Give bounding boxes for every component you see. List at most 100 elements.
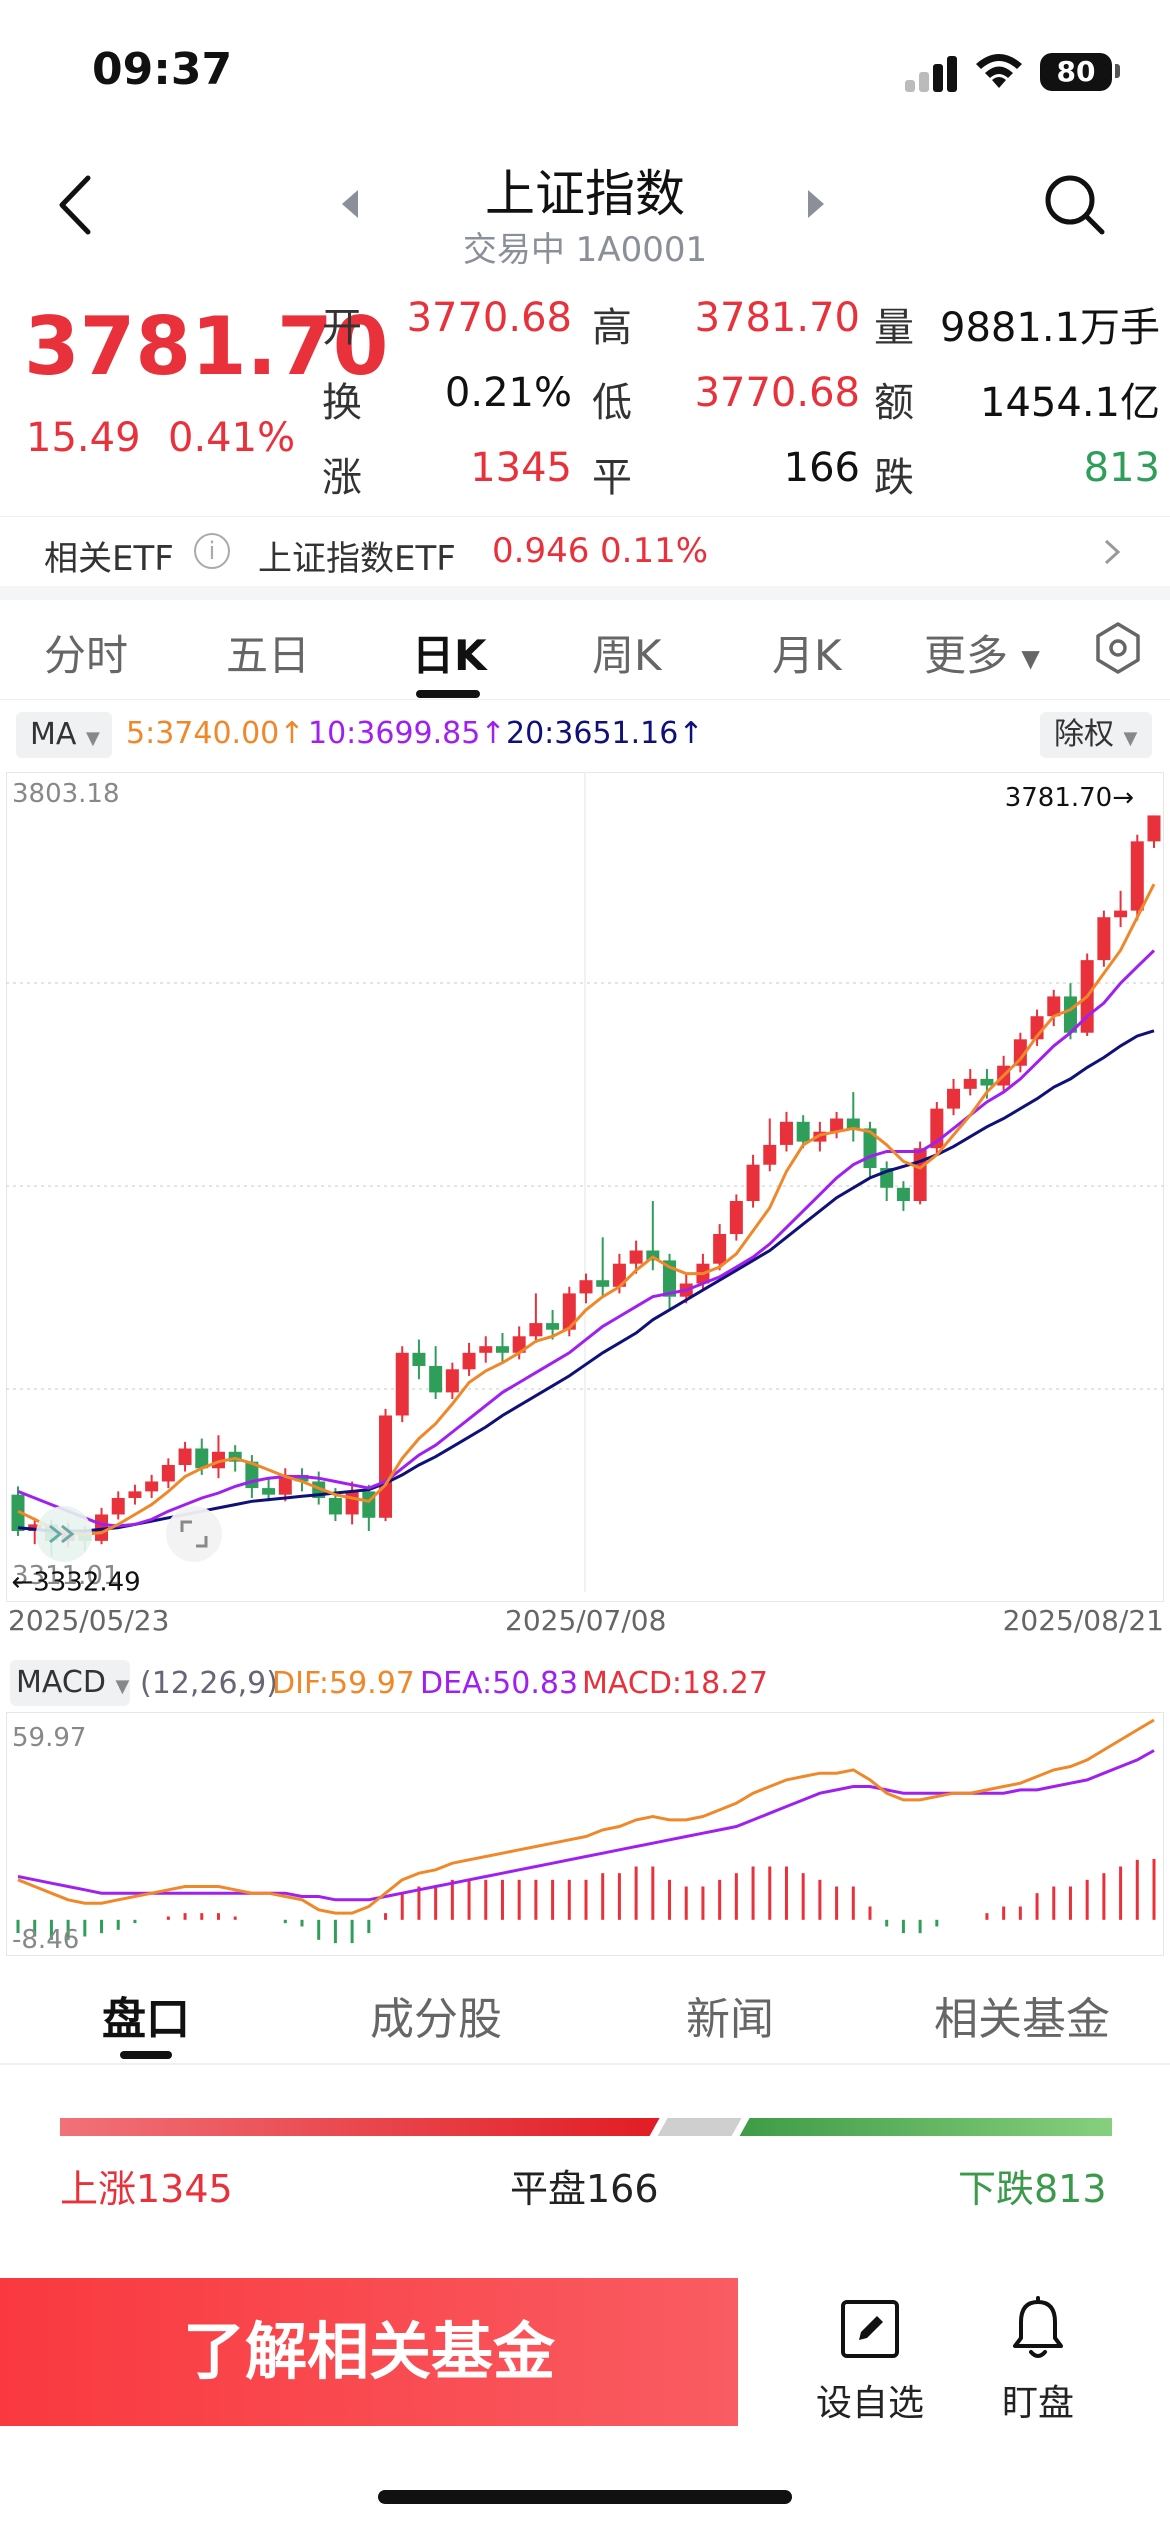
candle-body bbox=[1114, 910, 1128, 918]
status-bar: 09:37 80 bbox=[0, 0, 1170, 140]
candle-body bbox=[345, 1491, 359, 1515]
candle-body bbox=[980, 1078, 994, 1086]
macd-select[interactable]: MACD ▼ bbox=[10, 1660, 130, 1706]
candle-body bbox=[328, 1497, 342, 1515]
ma5-line bbox=[17, 883, 1156, 1536]
candle-body bbox=[145, 1481, 159, 1492]
learn-funds-button[interactable]: 了解相关基金 bbox=[0, 2278, 738, 2426]
section-divider bbox=[0, 586, 1170, 600]
price-change-pct: 0.41% bbox=[168, 415, 296, 461]
tab-five-day[interactable]: 五日 bbox=[226, 631, 311, 680]
candle-body bbox=[947, 1088, 961, 1109]
tab-related-funds[interactable]: 相关基金 bbox=[934, 1994, 1110, 2045]
quote-value: 3781.70 bbox=[694, 295, 860, 341]
candle-body bbox=[562, 1293, 576, 1330]
ma5-label: 5:3740.00 bbox=[126, 716, 280, 751]
y-max-label: 3803.18 bbox=[12, 779, 120, 809]
ma20-value: 20:3651.16↑ bbox=[506, 716, 703, 751]
quote-value: 3770.68 bbox=[406, 295, 572, 341]
candle-body bbox=[596, 1280, 610, 1287]
tab-daily-k[interactable]: 日K bbox=[412, 631, 487, 680]
candle-body bbox=[963, 1078, 977, 1089]
watch-button[interactable]: 盯盘 bbox=[968, 2296, 1108, 2424]
dea-value: DEA:50.83 bbox=[420, 1666, 579, 1701]
tab-market-depth[interactable]: 盘口 bbox=[102, 1994, 190, 2045]
collapse-icon bbox=[36, 1506, 92, 1562]
next-index-icon[interactable] bbox=[800, 184, 832, 224]
quote-label: 换 bbox=[322, 380, 362, 426]
ma10-value: 10:3699.85↑ bbox=[308, 716, 505, 751]
ma10-label: 10:3699.85 bbox=[308, 716, 481, 751]
settings-icon[interactable] bbox=[1092, 620, 1144, 676]
tab-news[interactable]: 新闻 bbox=[686, 1994, 774, 2045]
etf-pct: 0.11% bbox=[600, 531, 709, 571]
candle-body bbox=[729, 1201, 743, 1235]
caret-down-icon: ▼ bbox=[1123, 728, 1138, 749]
chevron-right-icon bbox=[1104, 539, 1121, 565]
quote-value: 813 bbox=[1083, 445, 1160, 491]
quote-value: 0.21% bbox=[444, 370, 572, 416]
etf-name: 上证指数ETF bbox=[258, 539, 456, 579]
quote-value: 9881.1万手 bbox=[940, 305, 1160, 351]
edit-icon bbox=[841, 2300, 899, 2358]
candle-body bbox=[429, 1365, 443, 1393]
candle-body bbox=[779, 1121, 793, 1145]
current-price: 3781.70 bbox=[24, 300, 389, 393]
advance-count: 上涨1345 bbox=[60, 2167, 233, 2211]
quote-label: 高 bbox=[592, 305, 632, 351]
quote-label: 量 bbox=[874, 305, 914, 351]
macd-indicator-row: MACD ▼ (12,26,9) DIF:59.97 DEA:50.83 MAC… bbox=[0, 1658, 1170, 1710]
watch-label: 盯盘 bbox=[1001, 2383, 1074, 2424]
candle-body bbox=[713, 1234, 727, 1264]
tab-weekly-k[interactable]: 周K bbox=[592, 631, 662, 680]
tab-more[interactable]: 更多 ▼ bbox=[924, 622, 1040, 683]
macd-chart[interactable]: 59.97 -8.46 bbox=[6, 1712, 1164, 1956]
info-icon[interactable]: i bbox=[194, 533, 230, 569]
candle-body bbox=[1097, 917, 1111, 961]
search-icon[interactable] bbox=[1040, 170, 1110, 240]
prev-index-icon[interactable] bbox=[334, 184, 366, 224]
y-min-label: 3311.01 bbox=[12, 1561, 120, 1591]
candle-body bbox=[28, 1524, 42, 1531]
candle-body bbox=[1013, 1039, 1027, 1066]
adjust-label: 除权 bbox=[1054, 717, 1114, 752]
arrow-up-icon: ↑ bbox=[480, 716, 506, 751]
candle-body bbox=[412, 1352, 426, 1366]
candle-body bbox=[395, 1352, 409, 1416]
cellular-signal-icon bbox=[905, 56, 961, 92]
add-watchlist-button[interactable]: 设自选 bbox=[800, 2298, 940, 2424]
adjust-select[interactable]: 除权 ▼ bbox=[1040, 712, 1152, 758]
ma-select-label: MA bbox=[30, 717, 77, 752]
advance-segment bbox=[60, 2118, 660, 2136]
quote-label: 低 bbox=[592, 380, 632, 426]
quote-panel: 3781.70 15.49 0.41% 开 3770.68 高 3781.70 量 988… bbox=[0, 280, 1170, 510]
flat-segment bbox=[657, 2118, 742, 2136]
candle-body bbox=[111, 1497, 125, 1515]
etf-price: 0.946 bbox=[492, 531, 590, 571]
tab-timeshare[interactable]: 分时 bbox=[44, 631, 129, 680]
tab-monthly-k[interactable]: 月K bbox=[772, 631, 842, 680]
page-title: 上证指数 bbox=[485, 165, 685, 223]
detail-tabs: 盘口 成分股 新闻 相关基金 bbox=[0, 1965, 1170, 2065]
bell-icon bbox=[1013, 2296, 1063, 2358]
nav-header: 上证指数 交易中 1A0001 bbox=[0, 140, 1170, 270]
candle-body bbox=[445, 1369, 459, 1393]
quote-label: 额 bbox=[874, 380, 914, 426]
decline-segment bbox=[739, 2118, 1112, 2136]
ma-select[interactable]: MA ▼ bbox=[16, 712, 112, 758]
caret-down-icon: ▼ bbox=[85, 728, 100, 749]
candle-body bbox=[495, 1346, 509, 1353]
candle-body bbox=[462, 1352, 476, 1370]
back-icon[interactable] bbox=[48, 170, 108, 240]
candlestick-chart[interactable]: 3803.18 3311.01 3781.70→ ←3332.49 bbox=[6, 772, 1164, 1602]
quote-label: 平 bbox=[592, 455, 632, 501]
candle-body bbox=[295, 1474, 309, 1482]
macd-value: MACD:18.27 bbox=[582, 1666, 768, 1701]
ma20-label: 20:3651.16 bbox=[506, 716, 679, 751]
related-etf-bar[interactable]: 相关ETF i 上证指数ETF 0.946 0.11% bbox=[0, 516, 1170, 586]
candle-body bbox=[746, 1164, 760, 1202]
tab-underline bbox=[120, 2051, 172, 2059]
page-subtitle: 交易中 1A0001 bbox=[462, 230, 708, 270]
kline-tabs: 分时 五日 日K 周K 月K 更多 ▼ bbox=[0, 600, 1170, 700]
tab-constituents[interactable]: 成分股 bbox=[370, 1994, 502, 2045]
